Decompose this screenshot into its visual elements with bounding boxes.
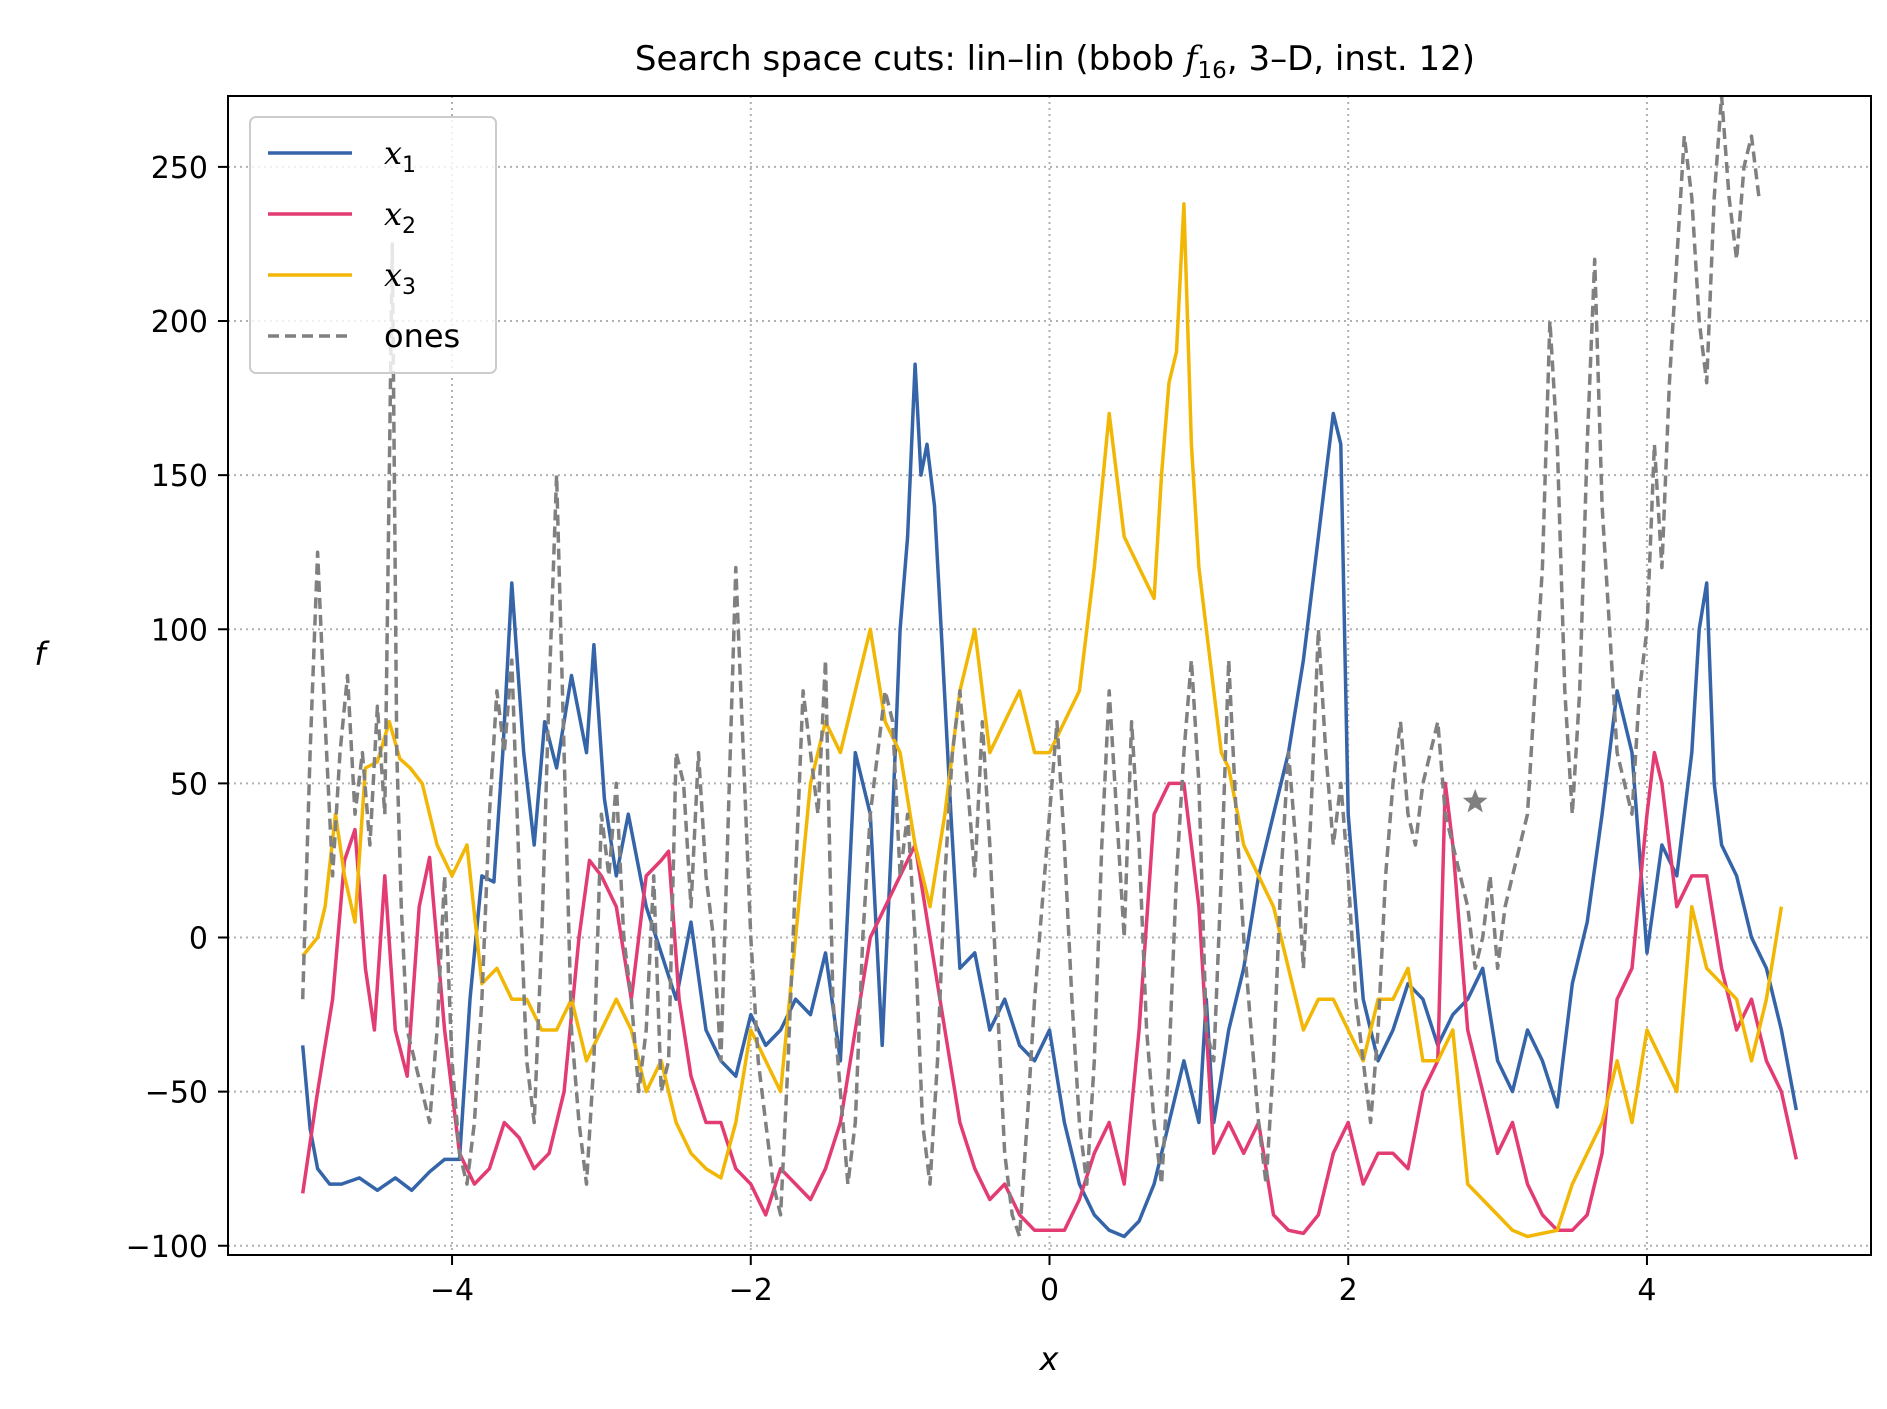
- title-f-subscript: 16: [1198, 58, 1227, 84]
- legend-label-base: x: [384, 256, 402, 294]
- legend-label-base: x: [384, 195, 402, 233]
- x-tick-label: 2: [1339, 1273, 1358, 1308]
- x-axis-label: x: [1039, 1340, 1060, 1378]
- series-lines: [300, 96, 1799, 1239]
- legend-label-x1: x1: [384, 134, 416, 178]
- legend-label-ones: ones: [384, 317, 460, 355]
- y-tick-label: 250: [151, 151, 208, 186]
- legend-label-base: x: [384, 134, 402, 172]
- legend-label-subscript: 2: [402, 214, 416, 239]
- title-prefix: Search space cuts: lin–lin (bbob: [635, 39, 1185, 79]
- x-tick-label: 4: [1637, 1273, 1656, 1308]
- legend-label-subscript: 3: [402, 275, 416, 300]
- x-tick-label: −4: [430, 1273, 474, 1308]
- ticks: −4 −2 0 2 4 −100 −50 0 50 100 150 200 250: [126, 151, 1657, 1308]
- title-suffix: , 3–D, inst. 12): [1227, 39, 1475, 79]
- chart-title: Search space cuts: lin–lin (bbob f16, 3–…: [635, 39, 1475, 84]
- series-line-x3: [301, 202, 1784, 1239]
- y-tick-label: −50: [145, 1076, 208, 1111]
- y-tick-label: 50: [170, 767, 208, 802]
- legend-label-subscript: 1: [402, 153, 416, 178]
- y-tick-label: 200: [151, 305, 208, 340]
- series-line-ones: [300, 96, 1761, 1239]
- legend-label-x2: x2: [384, 195, 416, 239]
- legend-label-x3: x3: [384, 256, 416, 300]
- y-tick-label: 100: [151, 613, 208, 648]
- y-tick-label: −100: [126, 1230, 208, 1265]
- legend-box: [249, 116, 497, 374]
- y-tick-label: 0: [189, 922, 208, 957]
- star-marker: [1462, 788, 1488, 813]
- x-tick-label: 0: [1040, 1273, 1059, 1308]
- y-tick-label: 150: [151, 459, 208, 494]
- series-line-x2: [300, 750, 1799, 1236]
- x-tick-label: −2: [729, 1273, 773, 1308]
- series-line-x1: [300, 362, 1799, 1239]
- legend-label-base: ones: [384, 317, 460, 355]
